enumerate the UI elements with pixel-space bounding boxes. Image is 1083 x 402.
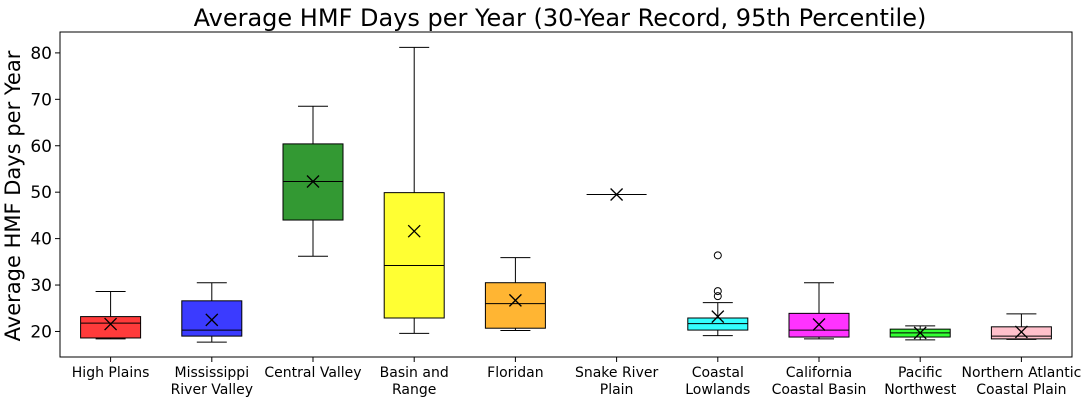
x-tick-label-line: Plain — [600, 382, 634, 398]
x-tick-label-line: River Valley — [171, 382, 253, 398]
y-tick-label: 80 — [30, 44, 52, 64]
mean-marker-stroke — [508, 293, 522, 307]
y-axis-label: Average HMF Days per Year — [1, 50, 25, 341]
x-tick-label: Floridan — [487, 365, 544, 381]
y-tick-label: 20 — [30, 322, 52, 342]
mean-marker — [913, 326, 927, 340]
box-group: Northern Atlantic Coastal Plain — [961, 313, 1081, 398]
mean-marker — [1014, 325, 1028, 339]
iqr-box — [383, 192, 445, 319]
x-tick-label-line: Coastal Basin — [772, 382, 867, 398]
mean-marker — [812, 318, 826, 331]
mean-marker-stroke — [205, 313, 219, 327]
outlier-point — [713, 251, 722, 260]
x-tick-label-line: Northern Atlantic — [961, 365, 1081, 381]
x-tick-label-line: Coastal Plain — [976, 382, 1066, 398]
x-tick-label-line: Pacific — [898, 365, 943, 381]
x-tick-label-line: Basin and — [380, 365, 449, 381]
box-group: Snake River Plain — [575, 188, 659, 398]
iqr-box — [990, 326, 1052, 340]
box-group: Coastal Lowlands — [685, 251, 750, 398]
x-tick-label-line: California — [786, 365, 852, 381]
mean-marker — [306, 175, 320, 188]
y-axis-ticks: 20 30 40 50 60 70 80 — [30, 44, 60, 342]
x-tick-label: Coastal Lowlands — [685, 365, 750, 398]
x-tick-label: High Plains — [72, 365, 150, 381]
mean-marker-stroke — [407, 224, 421, 238]
x-tick-label-line: Northwest — [884, 382, 957, 398]
x-tick-label: California Coastal Basin — [772, 365, 867, 398]
mean-marker — [104, 317, 118, 331]
box-group: High Plains — [72, 291, 150, 381]
mean-marker-stroke — [610, 188, 624, 201]
plot-area: 20 30 40 50 60 70 80 High Plains Mississippi Rive… — [30, 31, 1081, 398]
x-tick-label-line: Range — [392, 382, 436, 398]
box-group: Central Valley — [264, 105, 362, 381]
y-tick-label: 30 — [30, 276, 52, 296]
mean-marker — [610, 188, 624, 201]
x-tick-label-line: Central Valley — [264, 365, 361, 381]
mean-marker-stroke — [913, 326, 927, 340]
x-tick-label: Pacific Northwest — [884, 365, 957, 398]
box-group: Pacific Northwest — [884, 325, 957, 398]
x-tick-label-line: Floridan — [487, 365, 544, 381]
x-tick-label: Central Valley — [264, 365, 361, 381]
mean-marker — [407, 224, 421, 238]
x-tick-label: Snake River Plain — [575, 365, 659, 398]
mean-marker-stroke — [104, 317, 118, 331]
x-tick-label: Basin and Range — [380, 365, 449, 398]
x-tick-label-line: High Plains — [72, 365, 150, 381]
x-tick-label: Northern Atlantic Coastal Plain — [961, 365, 1081, 398]
mean-marker-stroke — [1014, 325, 1028, 339]
mean-marker — [205, 313, 219, 327]
outlier-point — [713, 292, 722, 301]
chart-title: Average HMF Days per Year (30-Year Recor… — [194, 4, 927, 32]
iqr-box — [484, 282, 546, 329]
y-tick-label: 60 — [30, 137, 52, 157]
x-tick-label-line: Lowlands — [685, 382, 750, 398]
iqr-box — [80, 316, 142, 339]
mean-marker-stroke — [711, 310, 725, 324]
outlier-point — [713, 287, 722, 296]
y-tick-label: 40 — [30, 230, 52, 250]
y-tick-label: 50 — [30, 183, 52, 203]
box-group: California Coastal Basin — [772, 282, 867, 398]
mean-marker-stroke — [812, 318, 826, 331]
y-tick-label: 70 — [30, 90, 52, 110]
mean-marker-stroke — [306, 175, 320, 188]
mean-marker — [508, 293, 522, 307]
mean-marker — [711, 310, 725, 324]
x-tick-label-line: Mississippi — [175, 365, 250, 381]
box-group: Floridan — [484, 257, 546, 381]
x-tick-label: Mississippi River Valley — [171, 365, 253, 398]
x-tick-label-line: Snake River — [575, 365, 659, 381]
x-tick-label-line: Coastal — [692, 365, 744, 381]
box-group: Basin and Range — [380, 46, 449, 398]
iqr-box — [181, 300, 243, 337]
box-group: Mississippi River Valley — [171, 282, 253, 398]
plot-frame — [59, 31, 1073, 358]
